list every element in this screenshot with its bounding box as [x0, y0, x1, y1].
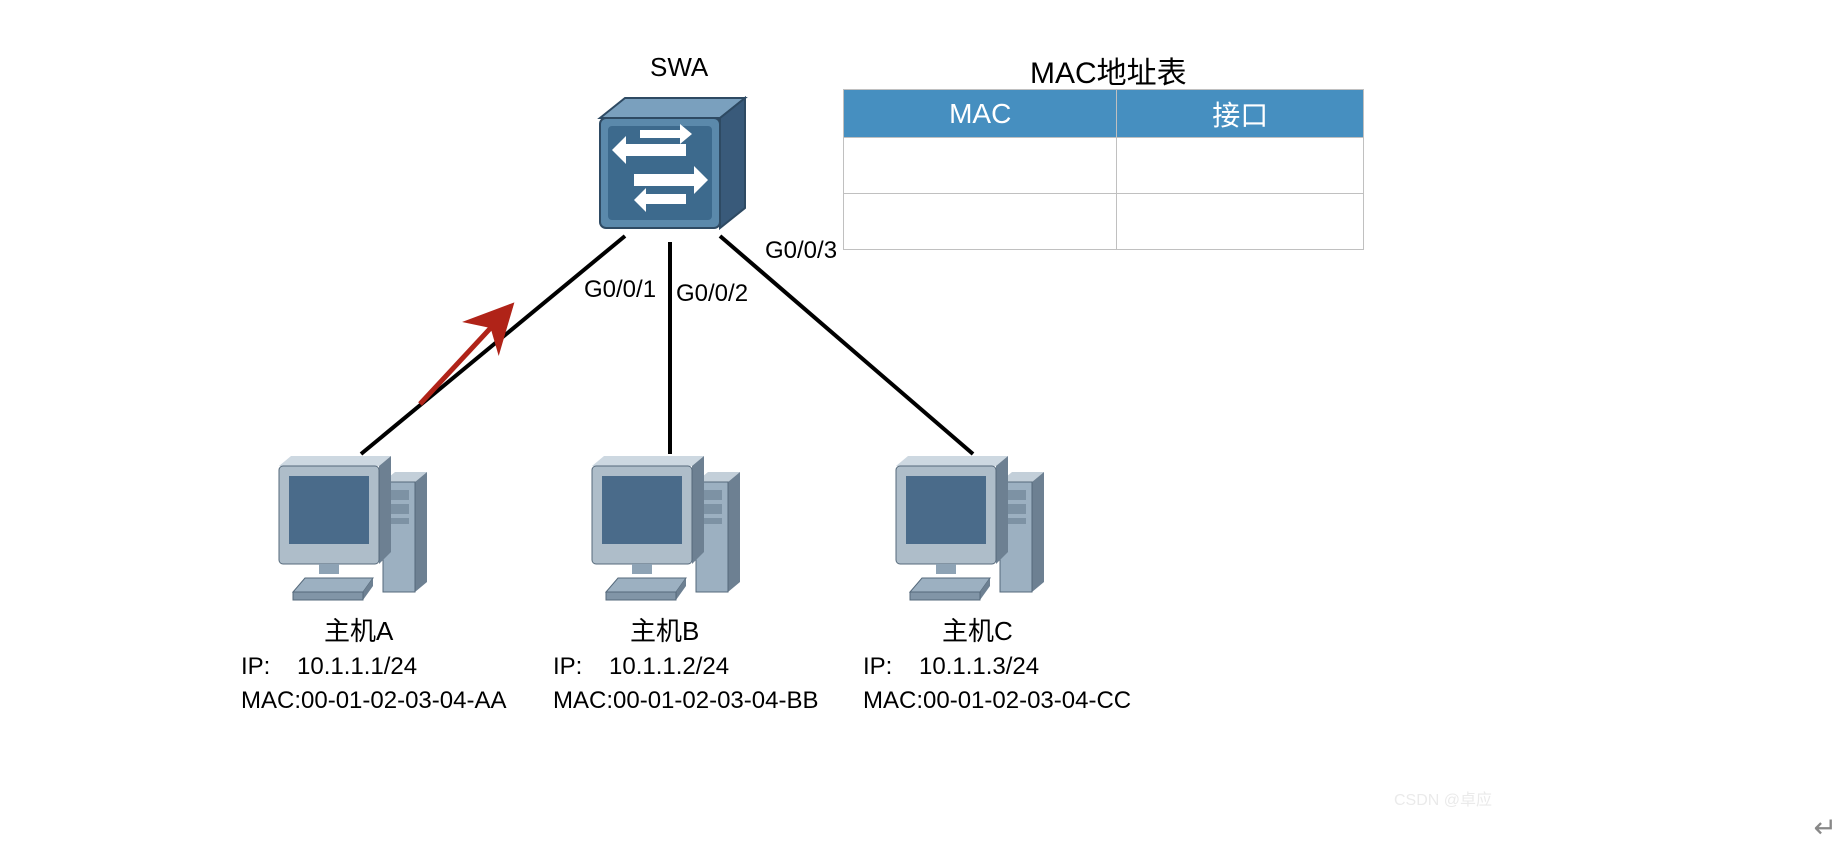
ip-label: IP: [863, 653, 892, 680]
host-a-device [263, 452, 443, 607]
host-a-ip: 10.1.1.1/24 [297, 653, 417, 680]
switch-device [590, 88, 750, 243]
host-a-mac: 00-01-02-03-04-AA [301, 687, 506, 714]
traffic-arrow [420, 306, 511, 404]
host-b-name: 主机B [630, 611, 699, 648]
return-glyph: ↵ [1814, 811, 1837, 844]
mac-address-table: MAC 接口 [843, 89, 1364, 250]
host-a-info: IP: 10.1.1.1/24 MAC:00-01-02-03-04-AA [241, 650, 506, 718]
port-g002-label: G0/0/2 [676, 280, 748, 308]
host-b-info: IP: 10.1.1.2/24 MAC:00-01-02-03-04-BB [553, 650, 818, 718]
host-b-ip: 10.1.1.2/24 [609, 653, 729, 680]
port-g003-label: G0/0/3 [765, 237, 837, 265]
cell-mac [844, 194, 1117, 250]
mac-label: MAC: [553, 687, 613, 714]
switch-label: SWA [650, 52, 708, 83]
watermark-text: CSDN @卓应 [1394, 786, 1492, 810]
cell-iface [1117, 194, 1364, 250]
port-g001-label: G0/0/1 [584, 276, 656, 304]
mac-table-title: MAC地址表 [1030, 48, 1187, 92]
ip-label: IP: [553, 653, 582, 680]
mac-label: MAC: [241, 687, 301, 714]
col-mac-header: MAC [844, 90, 1117, 138]
link-hostC [720, 236, 973, 454]
cell-mac [844, 138, 1117, 194]
host-c-mac: 00-01-02-03-04-CC [923, 687, 1131, 714]
host-c-device [880, 452, 1060, 607]
host-c-name: 主机C [942, 611, 1013, 648]
host-c-ip: 10.1.1.3/24 [919, 653, 1039, 680]
host-a-name: 主机A [324, 611, 393, 648]
host-b-mac: 00-01-02-03-04-BB [613, 687, 818, 714]
host-b-device [576, 452, 756, 607]
diagram-canvas: SWA G0/0/1 G0/0/2 G0/0/3 MAC地址表 MAC 接口 [0, 0, 1847, 854]
table-row [844, 138, 1364, 194]
mac-label: MAC: [863, 687, 923, 714]
table-header-row: MAC 接口 [844, 90, 1364, 138]
ip-label: IP: [241, 653, 270, 680]
col-iface-header: 接口 [1117, 90, 1364, 138]
table-row [844, 194, 1364, 250]
host-c-info: IP: 10.1.1.3/24 MAC:00-01-02-03-04-CC [863, 650, 1131, 718]
link-hostA [361, 236, 625, 454]
cell-iface [1117, 138, 1364, 194]
